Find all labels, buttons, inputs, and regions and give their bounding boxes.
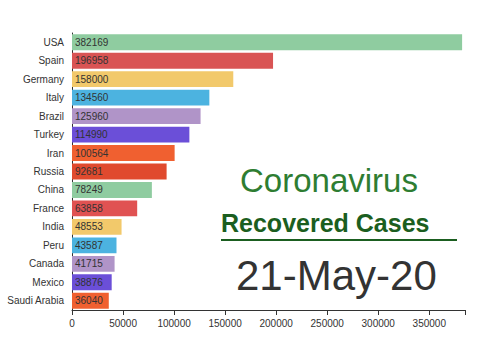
- svg-text:100000: 100000: [157, 318, 191, 329]
- svg-text:Russia: Russia: [33, 166, 64, 177]
- svg-text:Spain: Spain: [38, 55, 64, 66]
- svg-text:78249: 78249: [75, 184, 103, 195]
- svg-text:158000: 158000: [75, 74, 109, 85]
- svg-text:48553: 48553: [75, 221, 103, 232]
- svg-text:France: France: [33, 203, 65, 214]
- svg-text:China: China: [38, 184, 65, 195]
- svg-text:Germany: Germany: [23, 74, 64, 85]
- svg-text:63858: 63858: [75, 203, 103, 214]
- svg-text:100564: 100564: [75, 148, 109, 159]
- svg-text:350000: 350000: [413, 318, 447, 329]
- svg-text:43587: 43587: [75, 240, 103, 251]
- svg-text:Italy: Italy: [46, 92, 64, 103]
- svg-text:38876: 38876: [75, 277, 103, 288]
- svg-text:Iran: Iran: [47, 148, 64, 159]
- svg-text:382169: 382169: [75, 37, 109, 48]
- svg-text:125960: 125960: [75, 111, 109, 122]
- svg-text:0: 0: [69, 318, 75, 329]
- svg-text:Brazil: Brazil: [39, 111, 64, 122]
- svg-text:Peru: Peru: [43, 240, 64, 251]
- svg-text:196958: 196958: [75, 55, 109, 66]
- svg-text:300000: 300000: [362, 318, 396, 329]
- svg-text:Coronavirus: Coronavirus: [240, 162, 418, 199]
- svg-text:150000: 150000: [208, 318, 242, 329]
- svg-text:41715: 41715: [75, 258, 103, 269]
- svg-text:250000: 250000: [311, 318, 345, 329]
- svg-text:134560: 134560: [75, 92, 109, 103]
- svg-text:Recovered Cases: Recovered Cases: [221, 209, 429, 237]
- svg-text:21-May-20: 21-May-20: [236, 252, 437, 299]
- svg-text:200000: 200000: [259, 318, 293, 329]
- svg-text:114990: 114990: [75, 129, 108, 140]
- svg-text:50000: 50000: [109, 318, 137, 329]
- svg-text:Canada: Canada: [29, 258, 64, 269]
- svg-text:36040: 36040: [75, 295, 103, 306]
- svg-text:Turkey: Turkey: [34, 129, 64, 140]
- svg-text:USA: USA: [43, 37, 64, 48]
- svg-text:Mexico: Mexico: [32, 277, 64, 288]
- svg-text:Saudi Arabia: Saudi Arabia: [7, 295, 64, 306]
- svg-text:India: India: [42, 221, 64, 232]
- svg-text:92681: 92681: [75, 166, 103, 177]
